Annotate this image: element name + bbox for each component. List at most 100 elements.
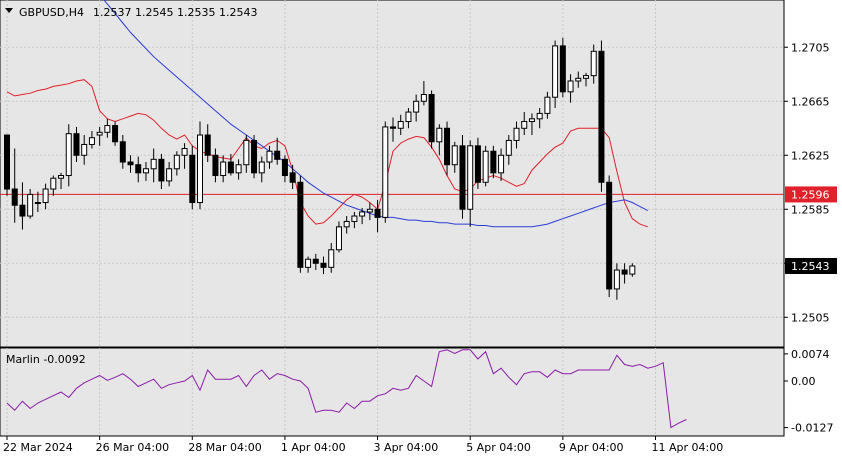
candle-body-bullish xyxy=(436,127,443,143)
candle-body-bearish xyxy=(11,188,18,206)
x-tick-label: 11 Apr 04:00 xyxy=(651,441,723,454)
candle xyxy=(359,207,366,225)
main-panel xyxy=(0,0,785,348)
candle-body-bearish xyxy=(212,154,219,177)
candle-body-bullish xyxy=(258,161,265,174)
candle xyxy=(436,124,443,156)
y-tick-label: 1.2585 xyxy=(791,203,830,216)
candle xyxy=(158,153,165,190)
candle-body-bullish xyxy=(104,125,111,133)
candle-body-bearish xyxy=(227,161,234,174)
candle-body-bearish xyxy=(428,94,435,143)
candle-body-bearish xyxy=(606,181,613,290)
candle xyxy=(351,211,358,229)
candle xyxy=(420,81,427,106)
candle-body-bullish xyxy=(552,45,559,98)
candle-body-bearish xyxy=(158,158,165,182)
candle-body-bullish xyxy=(544,96,551,114)
candle xyxy=(81,135,88,165)
candle xyxy=(390,117,396,142)
candle xyxy=(444,121,451,176)
candle xyxy=(583,72,589,87)
candle-body-bullish xyxy=(467,145,474,210)
candle-body-bearish xyxy=(312,258,319,264)
candle xyxy=(166,162,173,187)
candle xyxy=(598,40,605,192)
candle xyxy=(544,91,551,119)
candle xyxy=(65,124,72,187)
candle-body-bullish xyxy=(235,164,242,174)
candle xyxy=(212,148,219,183)
candle-body-bearish xyxy=(189,154,196,204)
candle-body-bullish xyxy=(50,177,57,190)
candle xyxy=(73,126,80,163)
candle xyxy=(289,164,296,190)
candle-body-bearish xyxy=(73,133,80,156)
candle xyxy=(227,153,234,176)
candle-body-bullish xyxy=(359,211,366,217)
candle-body-bullish xyxy=(150,158,157,170)
candle-body-bullish xyxy=(81,143,88,156)
y-tick-label: 1.2665 xyxy=(791,95,830,108)
candle-body-bullish xyxy=(34,202,41,205)
candle-body-bearish xyxy=(598,50,605,183)
candle-body-bullish xyxy=(397,121,404,129)
candle xyxy=(312,253,319,271)
price-level-tag xyxy=(785,186,837,203)
candle-body-bearish xyxy=(127,161,134,166)
fast-moving-average-line xyxy=(6,79,648,228)
candle-body-bearish xyxy=(135,164,142,174)
candle xyxy=(4,134,10,196)
candle xyxy=(127,155,134,173)
candle xyxy=(58,172,65,190)
candle xyxy=(204,124,211,163)
candle-body-bearish xyxy=(490,150,497,174)
candle-body-bullish xyxy=(166,168,173,182)
candle xyxy=(235,159,242,180)
x-tick-label: 9 Apr 04:00 xyxy=(559,441,624,454)
candle xyxy=(374,199,381,233)
candle xyxy=(498,148,505,181)
candle-body-bullish xyxy=(181,148,188,156)
candle xyxy=(482,145,489,187)
price-level-tag-label: 1.2596 xyxy=(791,188,830,201)
candle-body-bullish xyxy=(521,121,528,129)
candle xyxy=(413,94,420,122)
y-tick-label: 1.2705 xyxy=(791,41,830,54)
candle-body-bullish xyxy=(413,100,420,113)
candle-body-bearish xyxy=(19,204,26,217)
candle-body-bullish xyxy=(96,131,103,136)
candle xyxy=(189,145,196,210)
marlin-indicator-line xyxy=(6,349,687,429)
candle xyxy=(104,118,111,138)
candle xyxy=(575,71,582,88)
candle xyxy=(552,40,559,109)
candle xyxy=(34,191,41,212)
ohlc-label: 1.2537 1.2545 1.2535 1.2543 xyxy=(93,6,257,19)
candle-body-bullish xyxy=(451,145,458,166)
candle xyxy=(197,121,203,210)
candle-body-bearish xyxy=(289,172,296,183)
candle-body-bullish xyxy=(575,77,582,82)
symbol-dropdown-icon[interactable] xyxy=(5,8,13,13)
x-tick-label: 5 Apr 04:00 xyxy=(466,441,531,454)
candle-body-bearish xyxy=(374,208,381,218)
candle xyxy=(181,143,188,169)
candle xyxy=(621,263,628,284)
candle xyxy=(513,121,520,149)
candle-body-bullish xyxy=(305,258,312,268)
candle-body-bearish xyxy=(297,181,304,268)
candle xyxy=(173,151,180,176)
indicator-layer xyxy=(6,349,687,429)
symbol-label[interactable]: GBPUSD,H4 xyxy=(19,6,84,19)
candle xyxy=(135,156,142,183)
indicator-tick-label: 0.0074 xyxy=(791,348,830,361)
candle-body-bearish xyxy=(112,125,119,143)
candle xyxy=(274,137,281,165)
candle xyxy=(281,155,288,183)
indicator-tick-label: 0.00 xyxy=(791,375,816,388)
candle-body-bearish xyxy=(621,269,628,275)
candle xyxy=(251,135,258,179)
current-price-tag xyxy=(785,257,837,274)
